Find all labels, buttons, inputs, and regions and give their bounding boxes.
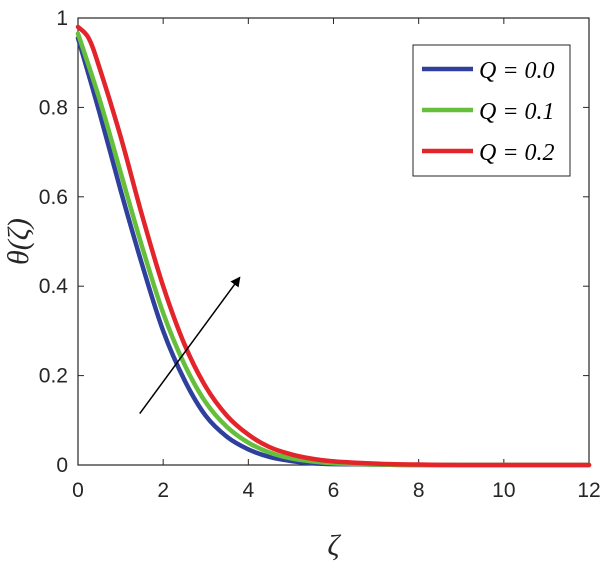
x-tick-label: 12 <box>577 479 600 502</box>
x-tick-label: 2 <box>157 479 169 502</box>
x-tick-label: 6 <box>328 479 340 502</box>
legend-label-1: Q = 0.1 <box>479 99 555 125</box>
legend-label-0: Q = 0.0 <box>479 58 555 84</box>
x-tick-label: 8 <box>413 479 425 502</box>
x-tick-label: 0 <box>72 479 84 502</box>
x-tick-label: 10 <box>492 479 515 502</box>
legend: Q = 0.0 Q = 0.1 Q = 0.2 <box>412 44 571 177</box>
y-tick-label: 0.6 <box>39 186 68 209</box>
y-tick-label: 1 <box>56 7 68 30</box>
y-axis-title: θ(ζ) <box>2 218 35 265</box>
y-tick-label: 0.8 <box>39 96 68 119</box>
x-axis-ticks: 0 2 4 6 8 10 12 <box>72 18 601 502</box>
series-line-2 <box>75 24 592 468</box>
x-tick-label: 4 <box>242 479 254 502</box>
trend-arrow <box>139 276 241 415</box>
y-tick-label: 0.4 <box>39 275 69 298</box>
y-tick-label: 0.2 <box>39 365 68 388</box>
series-lines <box>75 24 592 468</box>
annotation <box>139 276 241 415</box>
y-tick-label: 0 <box>56 454 68 477</box>
legend-label-2: Q = 0.2 <box>479 140 555 166</box>
x-axis-title: ζ <box>327 529 341 562</box>
